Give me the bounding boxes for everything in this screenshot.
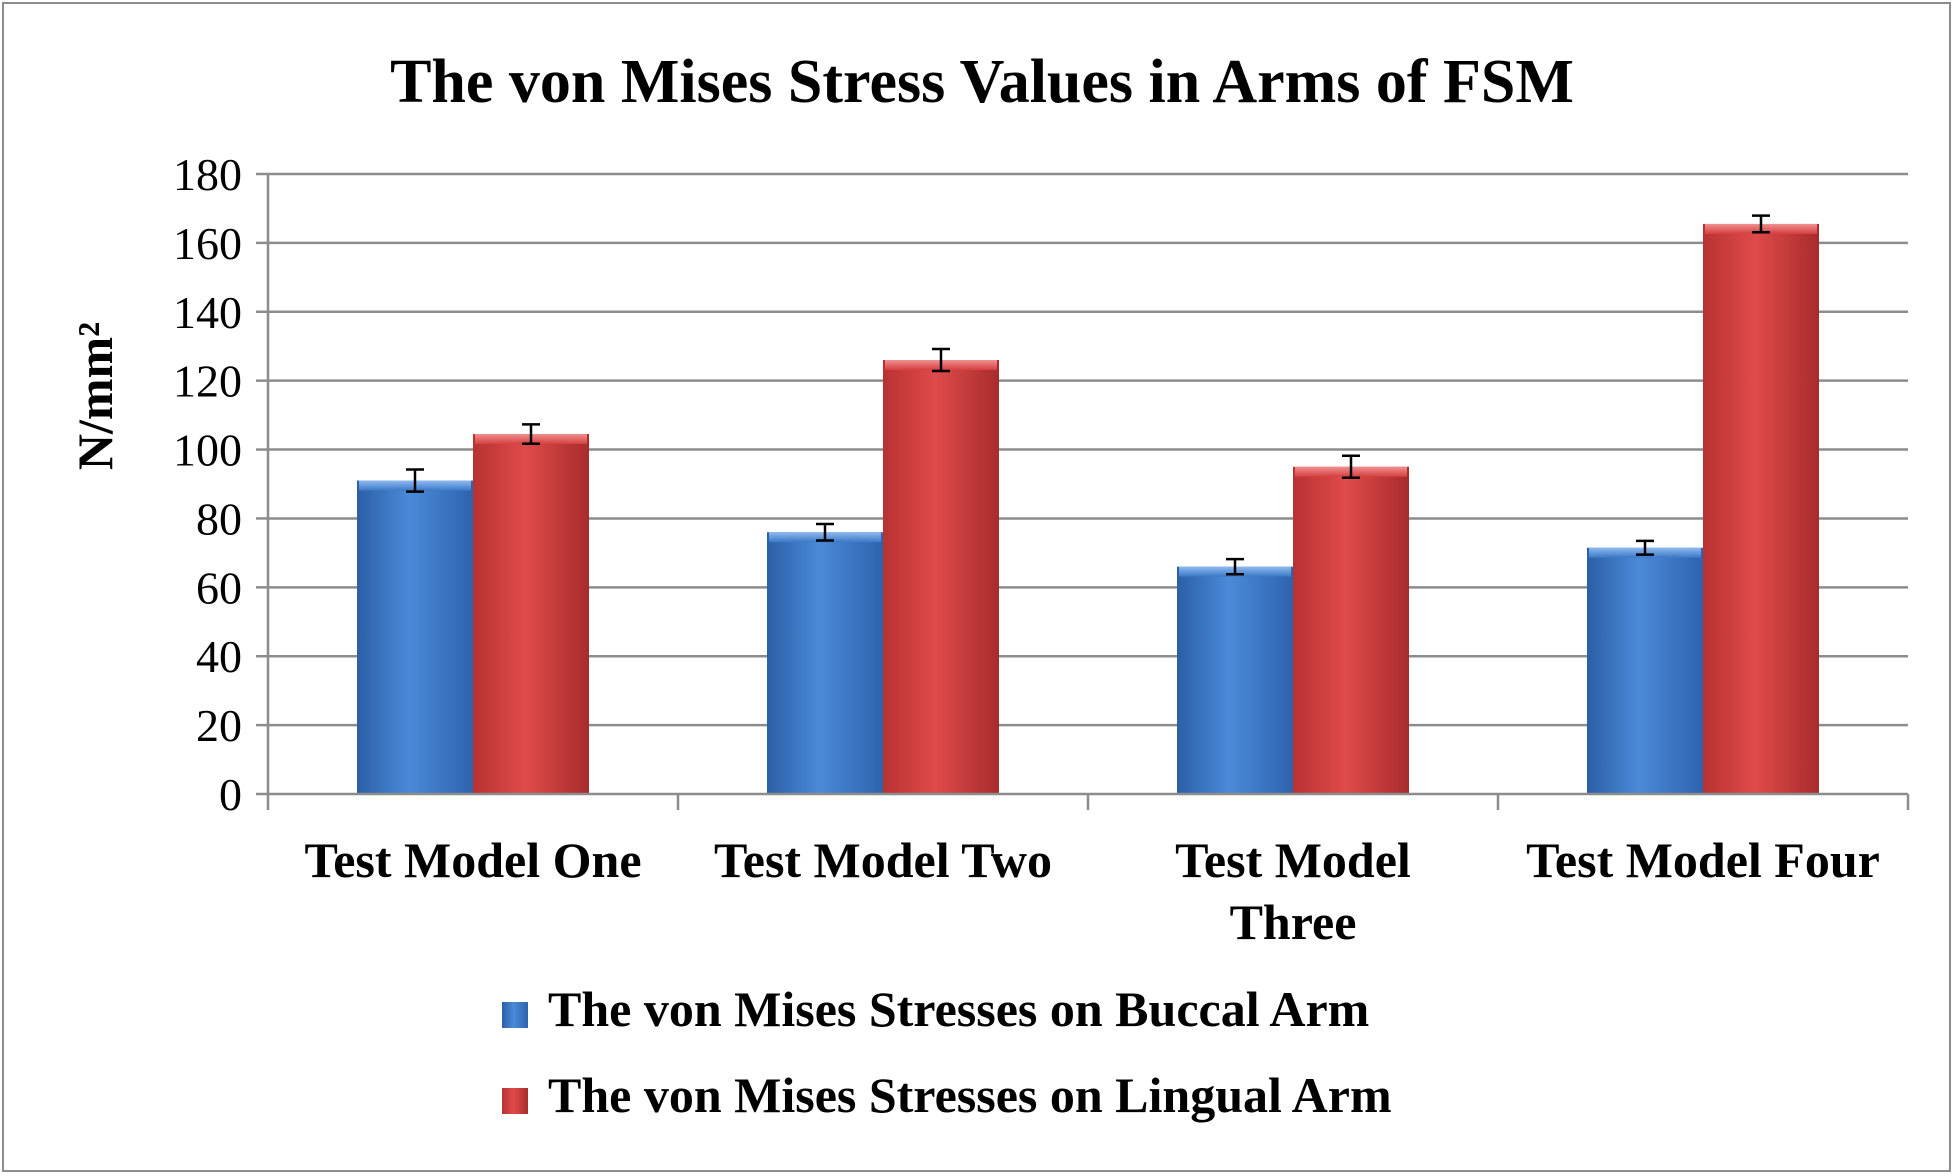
bar [883, 360, 999, 794]
bar [473, 434, 589, 794]
legend-label: The von Mises Stresses on Buccal Arm [548, 981, 1369, 1037]
x-category-label: Three [1230, 894, 1357, 950]
y-axis-ticks: 0 20 40 60 80 100 120 140 160 180 [173, 149, 242, 820]
x-category-label: Test Model [1175, 832, 1411, 888]
bar [1293, 466, 1409, 794]
y-tick-label: 120 [173, 356, 242, 407]
x-category-label: Test Model Two [714, 832, 1052, 888]
bar [1703, 223, 1819, 794]
legend-swatch [502, 1088, 528, 1114]
bar [767, 532, 883, 794]
axes [256, 172, 1910, 810]
y-tick-label: 20 [196, 700, 242, 751]
y-axis-label: N/mm² [67, 322, 123, 470]
chart-title: The von Mises Stress Values in Arms of F… [390, 48, 1574, 116]
bar [1587, 547, 1703, 794]
y-tick-label: 0 [219, 769, 242, 820]
legend-swatch [502, 1002, 528, 1028]
legend-label: The von Mises Stresses on Lingual Arm [548, 1067, 1392, 1123]
y-tick-label: 40 [196, 631, 242, 682]
x-axis-categories: Test Model One Test Model Two Test Model Th… [304, 832, 1879, 950]
y-tick-label: 60 [196, 562, 242, 613]
y-tick-label: 140 [173, 287, 242, 338]
x-category-label: Test Model Four [1526, 832, 1880, 888]
y-tick-label: 160 [173, 218, 242, 269]
legend: The von Mises Stresses on Buccal Arm The … [502, 981, 1392, 1123]
chart-canvas: The von Mises Stress Values in Arms of F… [67, 48, 1910, 1123]
y-tick-label: 80 [196, 493, 242, 544]
x-category-label: Test Model One [304, 832, 641, 888]
bars [357, 214, 1819, 794]
y-tick-label: 100 [173, 425, 242, 476]
y-tick-label: 180 [173, 149, 242, 200]
bar [1177, 566, 1293, 794]
bar [357, 480, 473, 794]
